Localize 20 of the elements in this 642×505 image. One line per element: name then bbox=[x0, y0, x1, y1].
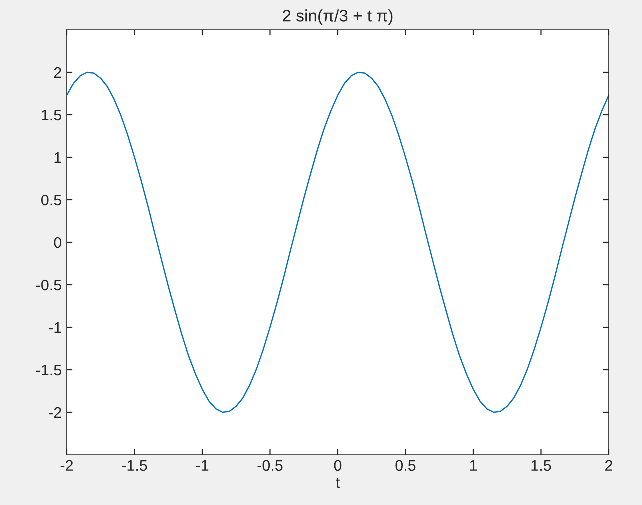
x-tick-label: -1.5 bbox=[122, 460, 148, 472]
y-tick-label: 1.5 bbox=[42, 110, 62, 121]
x-tick-label: 0.5 bbox=[396, 460, 416, 472]
x-tick-label: 0 bbox=[334, 460, 342, 472]
y-tick-label: -0.5 bbox=[36, 280, 62, 291]
x-tick-label: 1 bbox=[470, 460, 478, 471]
y-tick-label: 0.5 bbox=[42, 194, 62, 206]
x-tick-label: 2 bbox=[606, 460, 612, 471]
y-tick-label: -2 bbox=[49, 407, 62, 418]
x-tick-label: -1 bbox=[196, 460, 209, 471]
x-tick-label: -0.5 bbox=[258, 460, 283, 472]
line-series bbox=[67, 72, 609, 414]
y-tick-label: -1 bbox=[49, 322, 62, 334]
chart-title: 2 sin(π/3 + t π) bbox=[283, 10, 393, 26]
y-tick-label: 2 bbox=[54, 67, 62, 78]
x-tick-label: 1.5 bbox=[532, 460, 552, 472]
x-axis-title: t bbox=[336, 478, 340, 488]
y-tick-label: 1 bbox=[54, 152, 62, 164]
y-tick-label: -1.5 bbox=[36, 365, 62, 376]
y-tick-label: 0 bbox=[54, 237, 62, 248]
